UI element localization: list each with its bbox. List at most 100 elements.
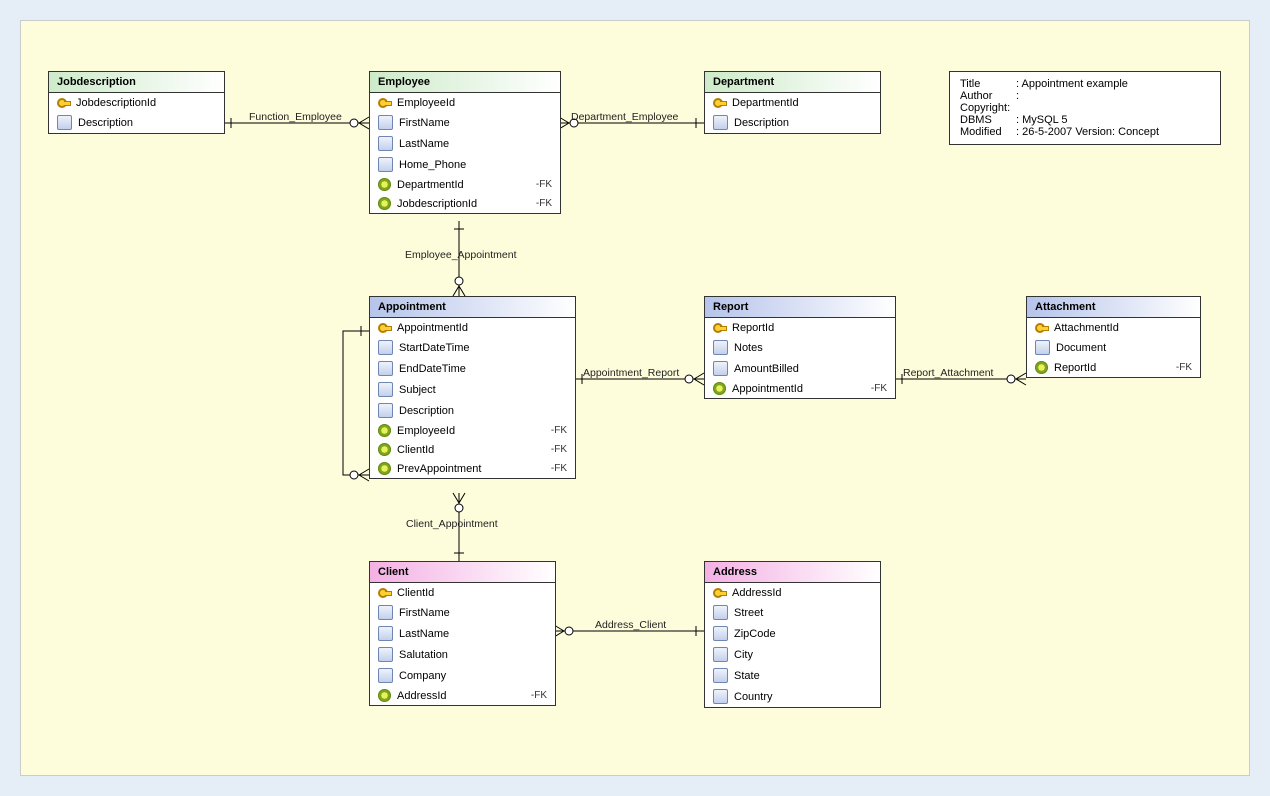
attribute-name: City (734, 649, 753, 661)
entity-report[interactable]: Report ReportIdNotesAmountBilledAppointm… (704, 296, 896, 399)
attribute-row[interactable]: AppointmentId (370, 318, 575, 337)
field-icon (57, 115, 72, 130)
attribute-row[interactable]: Description (370, 400, 575, 421)
attribute-row[interactable]: LastName (370, 133, 560, 154)
attribute-row[interactable]: FirstName (370, 602, 555, 623)
attribute-row[interactable]: Home_Phone (370, 154, 560, 175)
attribute-name: JobdescriptionId (76, 97, 156, 109)
attribute-row[interactable]: ClientId (370, 583, 555, 602)
field-icon (378, 626, 393, 641)
diagram-info-box: Title: Appointment exampleAuthor:Copyrig… (949, 71, 1221, 145)
entity-client[interactable]: Client ClientIdFirstNameLastNameSalutati… (369, 561, 556, 706)
attribute-name: FirstName (399, 117, 450, 129)
info-value: : (1016, 90, 1019, 102)
attribute-name: Description (78, 117, 133, 129)
attribute-name: EmployeeId (397, 425, 455, 437)
attribute-row[interactable]: AddressId (705, 583, 880, 602)
key-icon (378, 96, 391, 109)
attribute-row[interactable]: LastName (370, 623, 555, 644)
field-icon (713, 340, 728, 355)
attribute-row[interactable]: DepartmentId (705, 93, 880, 112)
field-icon (378, 403, 393, 418)
attribute-row[interactable]: EndDateTime (370, 358, 575, 379)
attribute-row[interactable]: JobdescriptionId-FK (370, 194, 560, 213)
field-icon (713, 689, 728, 704)
attribute-name: AttachmentId (1054, 322, 1119, 334)
attribute-row[interactable]: DepartmentId-FK (370, 175, 560, 194)
entity-appointment[interactable]: Appointment AppointmentIdStartDateTime En… (369, 296, 576, 479)
fk-suffix: -FK (1162, 362, 1192, 373)
field-icon (378, 382, 393, 397)
attribute-name: AddressId (397, 690, 447, 702)
field-icon (1035, 340, 1050, 355)
attribute-row[interactable]: PrevAppointment-FK (370, 459, 575, 478)
info-label: Copyright: (960, 102, 1016, 114)
attribute-row[interactable]: State (705, 665, 880, 686)
attribute-row[interactable]: ZipCode (705, 623, 880, 644)
attribute-row[interactable]: City (705, 644, 880, 665)
key-icon (713, 96, 726, 109)
entity-title: Report (705, 297, 895, 318)
key-icon (57, 96, 70, 109)
attribute-row[interactable]: Notes (705, 337, 895, 358)
entity-body: DepartmentId Description (705, 93, 880, 133)
attribute-row[interactable]: Document (1027, 337, 1200, 358)
attribute-name: Subject (399, 384, 436, 396)
attribute-name: EndDateTime (399, 363, 466, 375)
attribute-name: Description (734, 117, 789, 129)
entity-department[interactable]: Department DepartmentIdDescription (704, 71, 881, 134)
attribute-row[interactable]: AddressId -FK (370, 686, 555, 705)
field-icon (713, 668, 728, 683)
attribute-row[interactable]: ReportId-FK (1027, 358, 1200, 377)
key-icon (1035, 321, 1048, 334)
attribute-row[interactable]: ReportId (705, 318, 895, 337)
attribute-row[interactable]: EmployeeId -FK (370, 421, 575, 440)
attribute-row[interactable]: Street (705, 602, 880, 623)
fk-suffix: -FK (517, 690, 547, 701)
attribute-name: PrevAppointment (397, 463, 481, 475)
entity-body: AddressId Street ZipCode City State Country (705, 583, 880, 707)
attribute-row[interactable]: Company (370, 665, 555, 686)
fk-suffix: -FK (537, 425, 567, 436)
relationship-label: Employee_Appointment (405, 249, 517, 261)
entity-employee[interactable]: Employee EmployeeIdFirstNameLastNameHome… (369, 71, 561, 214)
attribute-row[interactable]: Salutation (370, 644, 555, 665)
fk-icon (378, 178, 391, 191)
fk-icon (378, 424, 391, 437)
field-icon (713, 115, 728, 130)
attribute-row[interactable]: Description (49, 112, 224, 133)
entity-attachment[interactable]: Attachment AttachmentIdDocumentReportId-… (1026, 296, 1201, 378)
field-icon (378, 157, 393, 172)
field-icon (713, 361, 728, 376)
entity-title: Appointment (370, 297, 575, 318)
fk-suffix: -FK (857, 383, 887, 394)
attribute-row[interactable]: Country (705, 686, 880, 707)
attribute-row[interactable]: AmountBilled (705, 358, 895, 379)
entity-jobdescription[interactable]: Jobdescription JobdescriptionIdDescripti… (48, 71, 225, 134)
attribute-name: Company (399, 670, 446, 682)
info-row: DBMS: MySQL 5 (960, 114, 1210, 126)
field-icon (713, 605, 728, 620)
field-icon (378, 340, 393, 355)
entity-body: AppointmentIdStartDateTime EndDateTime Sub… (370, 318, 575, 478)
attribute-row[interactable]: AttachmentId (1027, 318, 1200, 337)
attribute-row[interactable]: StartDateTime (370, 337, 575, 358)
attribute-row[interactable]: EmployeeId (370, 93, 560, 112)
attribute-name: Street (734, 607, 763, 619)
entity-address[interactable]: Address AddressIdStreetZipCodeCityStateC… (704, 561, 881, 708)
fk-icon (378, 462, 391, 475)
entity-body: JobdescriptionId Description (49, 93, 224, 133)
field-icon (378, 668, 393, 683)
attribute-row[interactable]: Subject (370, 379, 575, 400)
key-icon (378, 586, 391, 599)
attribute-row[interactable]: FirstName (370, 112, 560, 133)
attribute-row[interactable]: AppointmentId-FK (705, 379, 895, 398)
attribute-name: JobdescriptionId (397, 198, 477, 210)
field-icon (378, 136, 393, 151)
info-label: Author (960, 90, 1016, 102)
attribute-row[interactable]: ClientId-FK (370, 440, 575, 459)
info-row: Copyright: (960, 102, 1210, 114)
attribute-row[interactable]: Description (705, 112, 880, 133)
attribute-name: Country (734, 691, 773, 703)
attribute-row[interactable]: JobdescriptionId (49, 93, 224, 112)
